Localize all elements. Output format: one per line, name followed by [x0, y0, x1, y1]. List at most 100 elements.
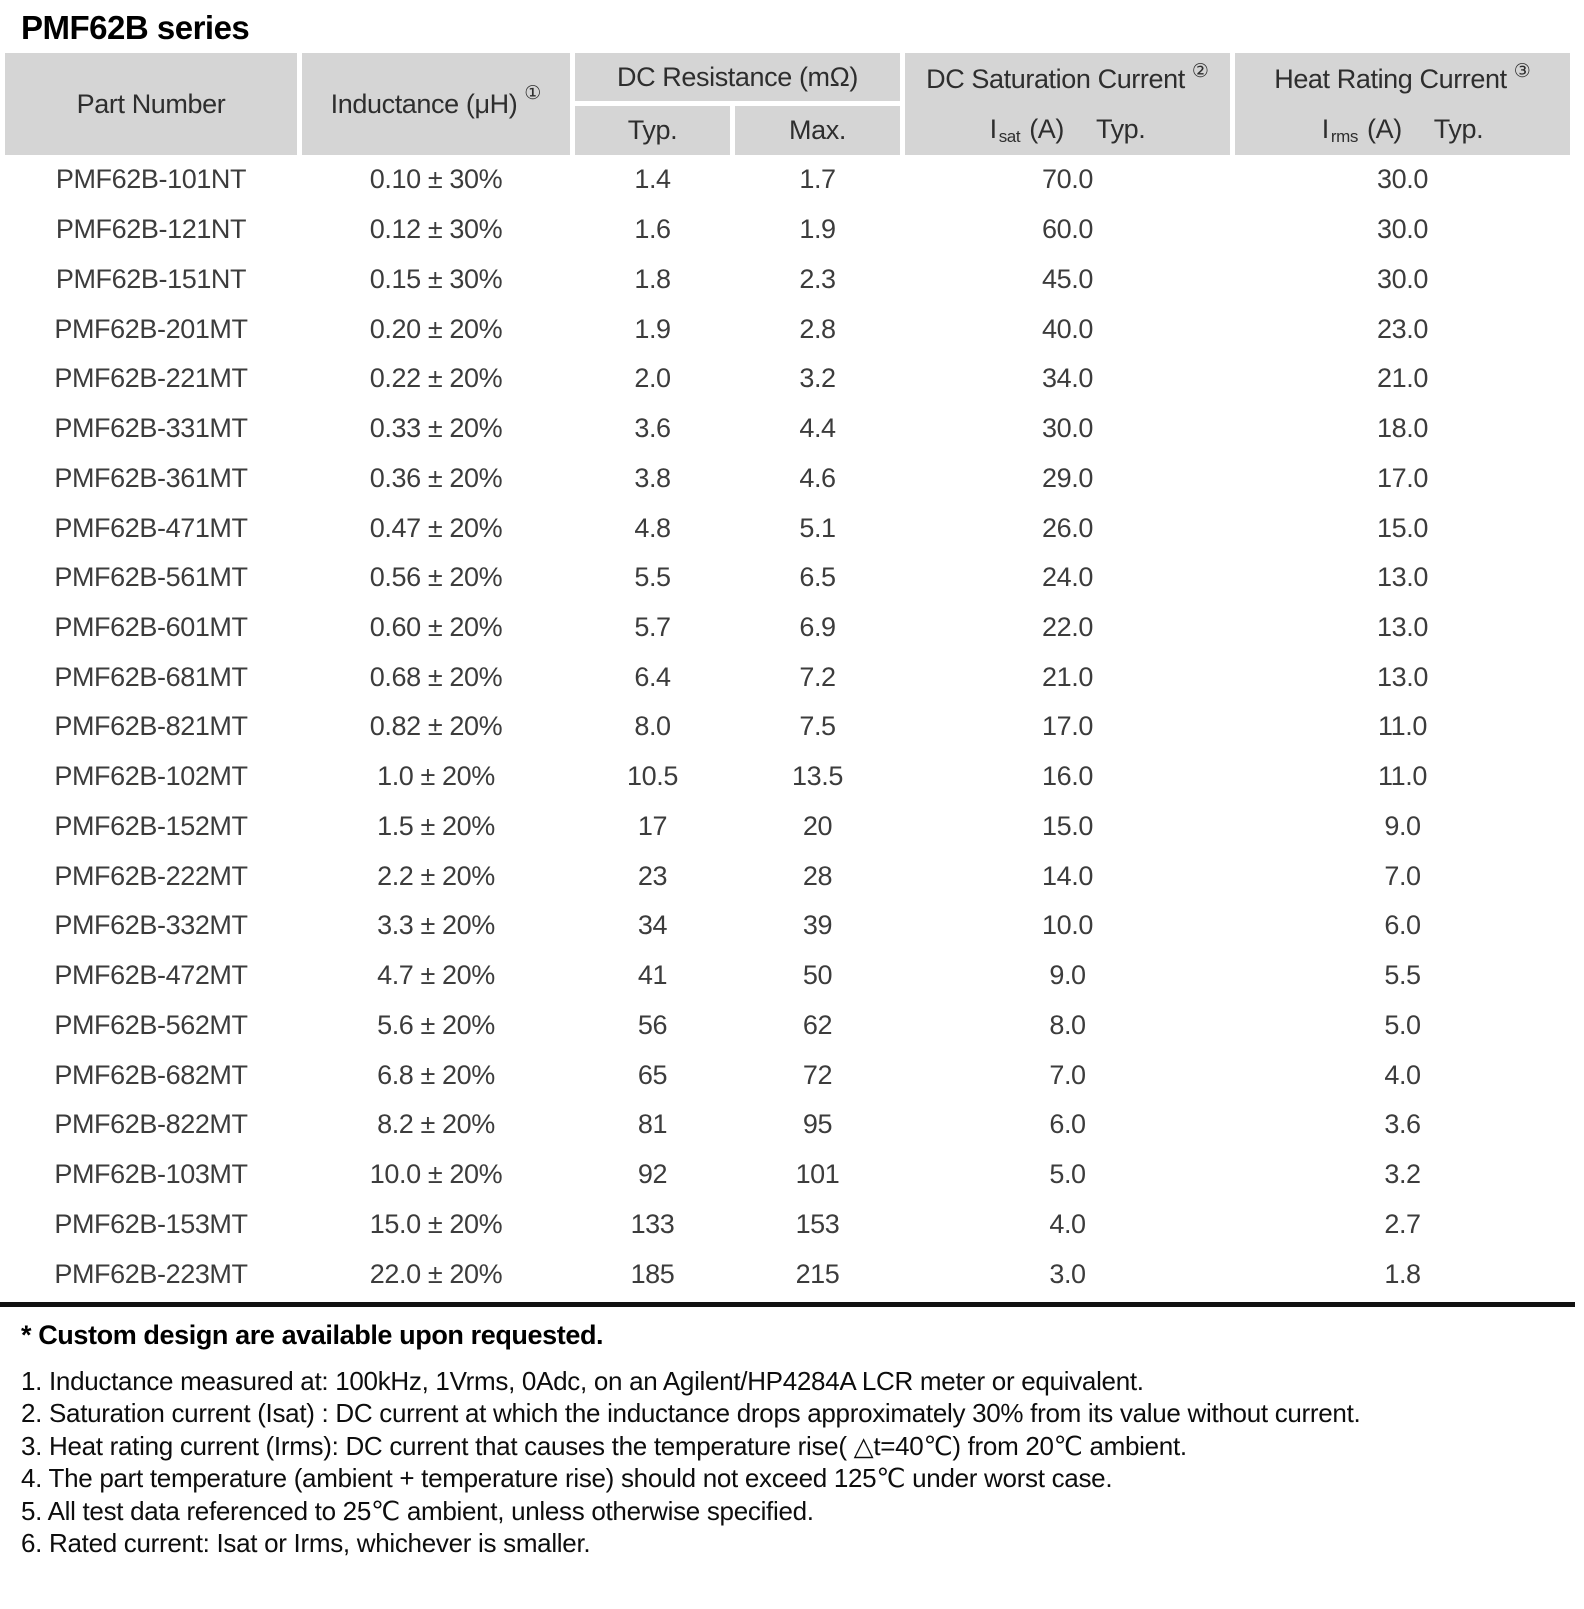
cell-isat: 8.0	[1049, 1009, 1086, 1040]
cell-inductance: 22.0 ± 20%	[369, 1258, 503, 1289]
cell-dcr-max: 5.1	[799, 512, 836, 543]
cell-inductance: 0.47 ± 20%	[369, 512, 503, 543]
table-row: PMF62B-152MT 1.5 ± 20% 17 20 15.0 9.0	[5, 802, 1570, 852]
cell-dcr-typ: 92	[637, 1159, 668, 1190]
cell-part-number: PMF62B-223MT	[54, 1258, 248, 1289]
cell-isat: 34.0	[1042, 363, 1093, 394]
footnote-ref-1-icon: ①	[524, 82, 542, 104]
header-dcr-max-label: Max.	[789, 115, 846, 145]
cell-inductance: 0.60 ± 20%	[369, 611, 503, 642]
cell-inductance: 3.3 ± 20%	[377, 910, 495, 941]
cell-dcr-max: 20	[802, 810, 833, 841]
cell-dcr-typ: 17	[637, 810, 668, 841]
cell-isat: 7.0	[1049, 1059, 1086, 1090]
header-dc-resistance-group: DC Resistance (mΩ) Typ. Max.	[575, 53, 900, 155]
cell-dcr-typ: 34	[637, 910, 668, 941]
cell-dcr-max: 4.4	[799, 413, 836, 444]
cell-isat: 60.0	[1042, 214, 1093, 245]
cell-dcr-max: 215	[795, 1258, 840, 1289]
header-saturation-label: DC Saturation Current	[926, 63, 1185, 94]
cell-irms: 18.0	[1377, 413, 1428, 444]
cell-irms: 13.0	[1377, 611, 1428, 642]
cell-dcr-max: 1.9	[799, 214, 836, 245]
cell-part-number: PMF62B-331MT	[54, 413, 248, 444]
cell-isat: 26.0	[1042, 512, 1093, 543]
cell-part-number: PMF62B-821MT	[54, 711, 248, 742]
cell-inductance: 1.5 ± 20%	[377, 810, 495, 841]
cell-part-number: PMF62B-222MT	[54, 860, 248, 891]
footnote: 2. Saturation current (Isat) : DC curren…	[21, 1398, 1361, 1429]
cell-irms: 5.5	[1384, 960, 1421, 991]
cell-dcr-max: 72	[802, 1059, 833, 1090]
cell-irms: 11.0	[1378, 761, 1427, 792]
isat-subscript: sat	[998, 126, 1021, 146]
table-row: PMF62B-682MT 6.8 ± 20% 65 72 7.0 4.0	[5, 1050, 1570, 1100]
table-row: PMF62B-103MT 10.0 ± 20% 92 101 5.0 3.2	[5, 1150, 1570, 1200]
cell-dcr-typ: 41	[637, 960, 668, 991]
cell-part-number: PMF62B-121NT	[55, 214, 247, 245]
table-header: Part Number Inductance (μH) ① DC Resistan…	[5, 53, 1570, 155]
cell-inductance: 5.6 ± 20%	[377, 1009, 495, 1040]
cell-inductance: 0.20 ± 20%	[369, 313, 503, 344]
header-inductance-label: Inductance (μH)	[330, 88, 518, 119]
cell-irms: 2.7	[1384, 1208, 1421, 1239]
table-row: PMF62B-221MT 0.22 ± 20% 2.0 3.2 34.0 21.0	[5, 354, 1570, 404]
cell-isat: 5.0	[1049, 1159, 1086, 1190]
cell-part-number: PMF62B-221MT	[54, 363, 248, 394]
cell-inductance: 0.82 ± 20%	[369, 711, 503, 742]
header-inductance: Inductance (μH) ①	[302, 53, 570, 155]
cell-inductance: 0.15 ± 30%	[369, 263, 503, 294]
header-dc-resistance-subrow: Typ. Max.	[575, 106, 900, 155]
header-dcr-typ-label: Typ.	[627, 115, 678, 145]
cell-irms: 3.6	[1384, 1109, 1421, 1140]
cell-inductance: 4.7 ± 20%	[377, 960, 495, 991]
irms-subscript: rms	[1330, 126, 1359, 146]
cell-dcr-max: 6.9	[799, 611, 836, 642]
header-dcr-max: Max.	[735, 106, 900, 155]
cell-irms: 7.0	[1384, 860, 1421, 891]
table-row: PMF62B-332MT 3.3 ± 20% 34 39 10.0 6.0	[5, 901, 1570, 951]
isat-typ-label: Typ.	[1095, 113, 1146, 144]
cell-inductance: 6.8 ± 20%	[377, 1059, 495, 1090]
cell-isat: 14.0	[1042, 860, 1093, 891]
cell-part-number: PMF62B-472MT	[54, 960, 248, 991]
footnote-ref-2-icon: ②	[1191, 60, 1209, 82]
cell-dcr-typ: 10.5	[627, 761, 678, 792]
footnote-list: 1. Inductance measured at: 100kHz, 1Vrms…	[21, 1365, 1584, 1559]
cell-dcr-typ: 8.0	[634, 711, 671, 742]
cell-irms: 1.8	[1384, 1258, 1421, 1289]
cell-dcr-max: 95	[802, 1109, 833, 1140]
isat-unit: (A)	[1029, 113, 1064, 144]
cell-dcr-typ: 1.8	[634, 263, 671, 294]
table-row: PMF62B-681MT 0.68 ± 20% 6.4 7.2 21.0 13.0	[5, 652, 1570, 702]
cell-dcr-typ: 3.8	[634, 462, 671, 493]
cell-dcr-typ: 56	[637, 1009, 668, 1040]
cell-isat: 9.0	[1049, 960, 1086, 991]
cell-dcr-max: 1.7	[799, 164, 836, 195]
cell-dcr-typ: 1.9	[634, 313, 671, 344]
cell-inductance: 0.36 ± 20%	[369, 462, 503, 493]
cell-inductance: 8.2 ± 20%	[377, 1109, 495, 1140]
table-row: PMF62B-121NT 0.12 ± 30% 1.6 1.9 60.0 30.0	[5, 205, 1570, 255]
cell-part-number: PMF62B-681MT	[54, 661, 248, 692]
cell-dcr-typ: 2.0	[634, 363, 671, 394]
cell-irms: 30.0	[1377, 263, 1428, 294]
cell-isat: 24.0	[1042, 562, 1093, 593]
table-row: PMF62B-201MT 0.20 ± 20% 1.9 2.8 40.0 23.0	[5, 304, 1570, 354]
table-row: PMF62B-361MT 0.36 ± 20% 3.8 4.6 29.0 17.0	[5, 453, 1570, 503]
table-row: PMF62B-561MT 0.56 ± 20% 5.5 6.5 24.0 13.0	[5, 553, 1570, 603]
cell-dcr-max: 28	[802, 860, 833, 891]
cell-irms: 30.0	[1377, 164, 1428, 195]
cell-inductance: 2.2 ± 20%	[377, 860, 495, 891]
header-heat-label: Heat Rating Current	[1274, 63, 1507, 94]
footnote: 5. All test data referenced to 25℃ ambie…	[21, 1495, 814, 1526]
header-heat-title: Heat Rating Current ③	[1274, 61, 1531, 95]
cell-dcr-max: 62	[802, 1009, 833, 1040]
datasheet-page: PMF62B series Part Number Inductance (μH…	[0, 9, 1584, 1609]
cell-inductance: 1.0 ± 20%	[377, 761, 495, 792]
cell-irms: 30.0	[1377, 214, 1428, 245]
